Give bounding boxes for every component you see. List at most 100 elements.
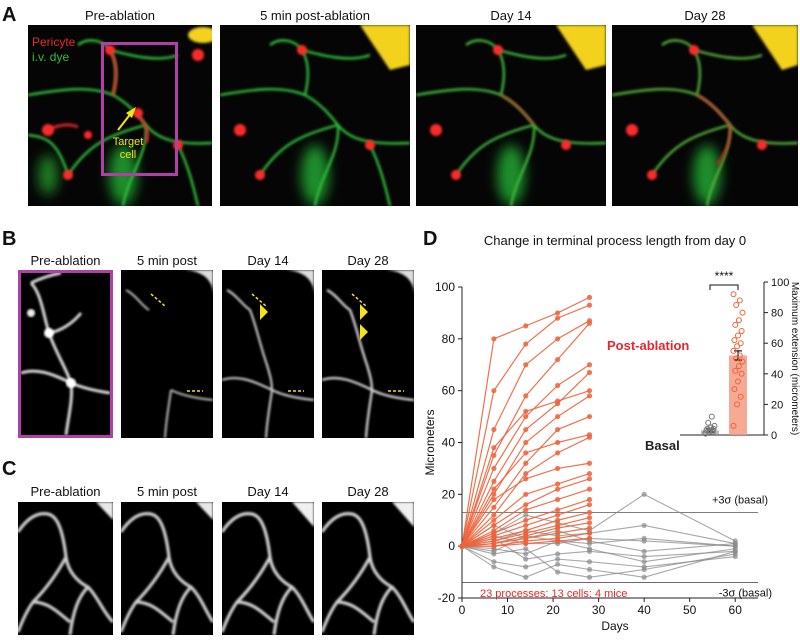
basal-point bbox=[586, 546, 593, 552]
post-ablation-point bbox=[555, 517, 561, 523]
y-tick-label: 0 bbox=[448, 539, 455, 553]
post-ablation-point bbox=[555, 426, 561, 433]
inset-point bbox=[735, 378, 741, 385]
post-ablation-point bbox=[586, 362, 593, 368]
inset-point bbox=[730, 291, 737, 298]
x-tick-label: 20 bbox=[546, 603, 560, 617]
post-ablation-point bbox=[586, 413, 593, 420]
basal-point bbox=[523, 556, 529, 562]
panel-b-title-3: Day 14 bbox=[247, 253, 289, 268]
post-ablation-point bbox=[586, 502, 593, 508]
panel-a-image-5min-post bbox=[220, 25, 410, 206]
x-axis-label: Days bbox=[601, 619, 628, 633]
y-tick-label: 40 bbox=[442, 436, 456, 450]
minus-3-sigma-label: -3σ (basal) bbox=[719, 587, 772, 599]
basal-trace bbox=[461, 545, 736, 568]
post-ablation-point bbox=[586, 471, 593, 477]
inset-point bbox=[730, 347, 737, 354]
post-ablation-point bbox=[586, 496, 593, 503]
panel-b-title-4: Day 28 bbox=[347, 253, 389, 268]
post-ablation-point bbox=[491, 486, 497, 492]
post-ablation-point bbox=[555, 315, 561, 321]
post-ablation-point bbox=[523, 460, 529, 466]
x-tick-label: 10 bbox=[501, 603, 515, 617]
basal-point bbox=[641, 574, 647, 580]
basal-point bbox=[641, 559, 647, 565]
inset-y-tick-label: 40 bbox=[771, 369, 783, 381]
footnote: 23 processes; 13 cells; 4 mice bbox=[480, 588, 627, 600]
post-ablation-point bbox=[586, 460, 593, 466]
inset-point bbox=[705, 419, 712, 426]
panel-a-title-3: Day 14 bbox=[490, 8, 532, 23]
post-ablation-point bbox=[523, 471, 529, 477]
post-ablation-point bbox=[586, 509, 593, 516]
inset-point bbox=[732, 321, 739, 328]
basal-point bbox=[586, 566, 593, 573]
y-tick-label: 80 bbox=[442, 332, 456, 346]
basal-point bbox=[491, 551, 497, 557]
post-ablation-point bbox=[491, 426, 497, 433]
post-ablation-point bbox=[586, 515, 593, 521]
post-ablation-point bbox=[523, 393, 529, 399]
panel-c-image-5min-post bbox=[121, 502, 213, 635]
post-ablation-point bbox=[555, 310, 561, 316]
post-ablation-point bbox=[555, 507, 561, 513]
inset-point bbox=[708, 413, 715, 420]
basal-point bbox=[523, 564, 529, 570]
basal-point bbox=[732, 546, 738, 552]
post-ablation-point bbox=[523, 522, 529, 529]
legend-iv-dye: i.v. dye bbox=[32, 50, 70, 64]
post-ablation-point bbox=[523, 491, 529, 497]
inset-point bbox=[738, 327, 745, 334]
inset-point bbox=[735, 363, 742, 370]
basal-label: Basal bbox=[645, 438, 680, 453]
panel-b-image-pre-ablation bbox=[18, 270, 113, 438]
panel-b-title-2: 5 min post bbox=[137, 253, 197, 268]
basal-point bbox=[491, 559, 497, 565]
post-ablation-point bbox=[555, 538, 561, 544]
inset-point bbox=[732, 367, 739, 374]
x-tick-label: 0 bbox=[459, 603, 466, 617]
post-ablation-point bbox=[491, 504, 497, 510]
inset-point bbox=[735, 317, 742, 324]
post-ablation-point bbox=[586, 302, 593, 308]
post-ablation-point bbox=[491, 478, 497, 484]
basal-point bbox=[641, 538, 647, 544]
post-ablation-point bbox=[491, 496, 497, 503]
post-ablation-point bbox=[459, 543, 465, 549]
basal-point bbox=[523, 574, 529, 580]
post-ablation-point bbox=[555, 356, 561, 363]
panel-d-label: D bbox=[423, 228, 438, 250]
post-ablation-point bbox=[586, 369, 593, 376]
panel-c-image-day28 bbox=[322, 502, 414, 635]
inset-y-tick-label: 60 bbox=[771, 338, 783, 350]
panel-c-title-2: 5 min post bbox=[137, 484, 197, 499]
target-region-box bbox=[101, 42, 178, 176]
arrowhead-marker-icon bbox=[260, 304, 268, 320]
post-ablation-point bbox=[523, 426, 529, 433]
panel-a-title-1: Pre-ablation bbox=[84, 8, 156, 23]
post-ablation-point bbox=[491, 445, 497, 451]
post-ablation-point bbox=[555, 398, 561, 404]
post-ablation-point bbox=[523, 341, 529, 347]
basal-point bbox=[523, 512, 529, 518]
post-ablation-point bbox=[586, 525, 593, 531]
post-ablation-point bbox=[523, 450, 529, 456]
panel-b-image-day28 bbox=[322, 270, 414, 438]
post-ablation-point bbox=[491, 522, 497, 529]
inset-y-tick-label: 80 bbox=[771, 308, 783, 320]
post-ablation-point bbox=[586, 393, 593, 399]
inset-y-tick-label: 100 bbox=[771, 277, 789, 289]
inset-point bbox=[737, 393, 744, 400]
chart-title: Change in terminal process length from d… bbox=[484, 233, 746, 248]
y-tick-label: 100 bbox=[435, 280, 455, 294]
basal-point bbox=[523, 546, 529, 552]
inset-point bbox=[709, 427, 716, 434]
panel-a-label: A bbox=[2, 4, 17, 26]
target-label: Target cell bbox=[106, 136, 150, 162]
post-ablation-point bbox=[586, 434, 593, 440]
post-ablation-point bbox=[555, 382, 561, 389]
inset-point bbox=[734, 343, 741, 350]
basal-point bbox=[641, 522, 647, 529]
significance-bracket bbox=[709, 284, 739, 290]
